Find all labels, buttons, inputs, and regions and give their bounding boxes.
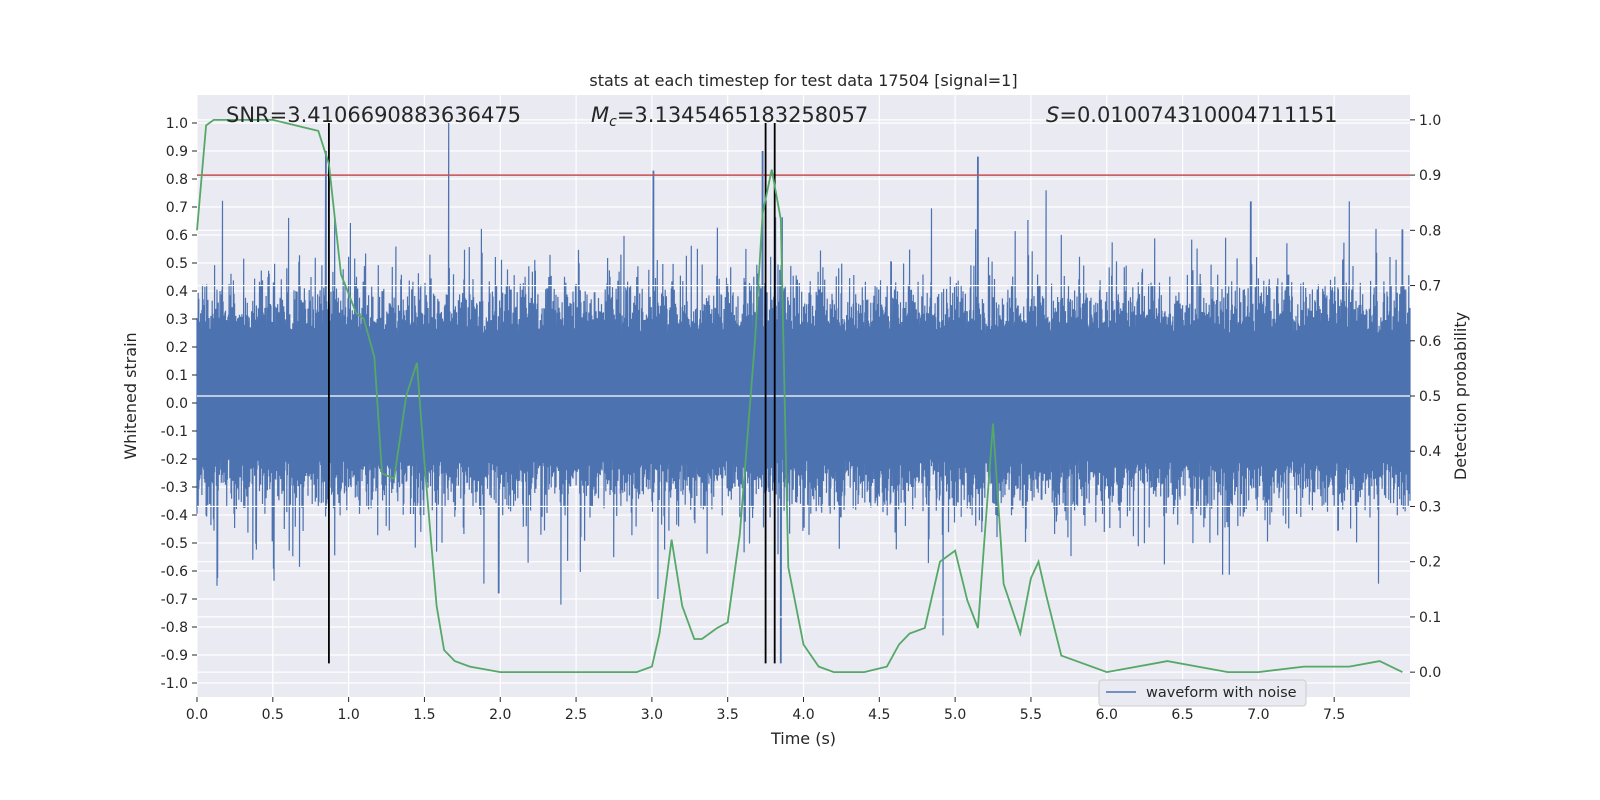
x-tick-label: 6.0: [1096, 707, 1118, 723]
y2-tick-label: 1.0: [1419, 113, 1441, 129]
y-tick-label: 0.5: [166, 256, 188, 272]
y-tick-label: -0.4: [161, 508, 188, 524]
x-tick-label: 3.0: [641, 707, 663, 723]
x-tick-label: 0.5: [262, 707, 284, 723]
x-tick-label: 2.0: [489, 707, 511, 723]
legend-box: [1098, 679, 1307, 707]
y2-tick-label: 0.5: [1419, 389, 1441, 405]
y-tick-label: 1.0: [166, 116, 188, 132]
x-tick-label: 4.0: [792, 707, 814, 723]
y-tick-label: -0.3: [161, 480, 188, 496]
x-tick-label: 2.5: [565, 707, 587, 723]
x-tick-label: 1.0: [337, 707, 359, 723]
detection-probability-series: [196, 119, 1403, 674]
mc-symbol: M: [591, 103, 609, 127]
x-tick-label: 6.5: [1171, 707, 1193, 723]
chirp-mass-annotation: Mc=3.1345465183258057: [591, 103, 868, 130]
y-tick-label: -0.9: [161, 648, 188, 664]
x-tick-label: 5.5: [1020, 707, 1042, 723]
y-tick-label: 0.9: [166, 144, 188, 160]
detection-probability-line: [196, 119, 1403, 674]
y2-tick-label: 0.7: [1419, 279, 1441, 295]
y-tick-label: -0.1: [161, 424, 188, 440]
x-axis-label: Time (s): [770, 729, 836, 748]
y-tick-label: 0.2: [166, 340, 188, 356]
x-tick-label: 1.5: [413, 707, 435, 723]
y-tick-label: 0.1: [166, 368, 188, 384]
x-tick-label: 3.5: [717, 707, 739, 723]
s-symbol: S: [1046, 103, 1059, 127]
legend: waveform with noise: [1098, 679, 1307, 707]
x-tick-label: 4.5: [868, 707, 890, 723]
y-tick-label: -0.8: [161, 620, 188, 636]
y2-tick-label: 0.9: [1419, 168, 1441, 184]
overlay-lines: [197, 123, 1410, 664]
x-tick-label: 0.0: [186, 707, 208, 723]
y2-tick-label: 0.3: [1419, 499, 1441, 515]
y-tick-label: -0.5: [161, 536, 188, 552]
y2-tick-label: 0.8: [1419, 223, 1441, 239]
y-axis-label: Whitened strain: [121, 332, 140, 459]
y2-tick-label: 0.6: [1419, 334, 1441, 350]
chart-title: stats at each timestep for test data 175…: [589, 71, 1017, 90]
y2-tick-label: 0.1: [1419, 610, 1441, 626]
y-tick-label: -0.6: [161, 564, 188, 580]
y-tick-label: 0.4: [166, 284, 188, 300]
y-tick-label: -1.0: [161, 676, 188, 692]
mc-subscript: c: [609, 114, 617, 130]
s-annotation: S=0.010074310004711151: [1046, 103, 1337, 127]
x-tick-label: 7.0: [1247, 707, 1269, 723]
axes: 0.0 0.5 1.0 1.5 2.0 2.5 3.0 3.5 4.0 4.5 5.0 5.5 6.0 6…: [161, 113, 1442, 723]
mc-value: =3.1345465183258057: [617, 103, 868, 127]
y-tick-label: 0.3: [166, 312, 188, 328]
y-tick-label: 0.8: [166, 172, 188, 188]
y2-axis-label: Detection probability: [1451, 312, 1470, 480]
x-tick-label: 5.0: [944, 707, 966, 723]
y2-tick-label: 0.2: [1419, 555, 1441, 571]
y-tick-label: -0.7: [161, 592, 188, 608]
y2-tick-label: 0.4: [1419, 444, 1441, 460]
y-tick-label: 0.7: [166, 200, 188, 216]
y-tick-label: -0.2: [161, 452, 188, 468]
s-value: =0.010074310004711151: [1059, 103, 1337, 127]
legend-label: waveform with noise: [1146, 685, 1297, 701]
y-tick-label: 0.0: [166, 396, 188, 412]
y2-tick-label: 0.0: [1419, 665, 1441, 681]
snr-annotation: SNR=3.4106690883636475: [226, 103, 521, 127]
y-tick-label: 0.6: [166, 228, 188, 244]
x-tick-label: 7.5: [1323, 707, 1345, 723]
